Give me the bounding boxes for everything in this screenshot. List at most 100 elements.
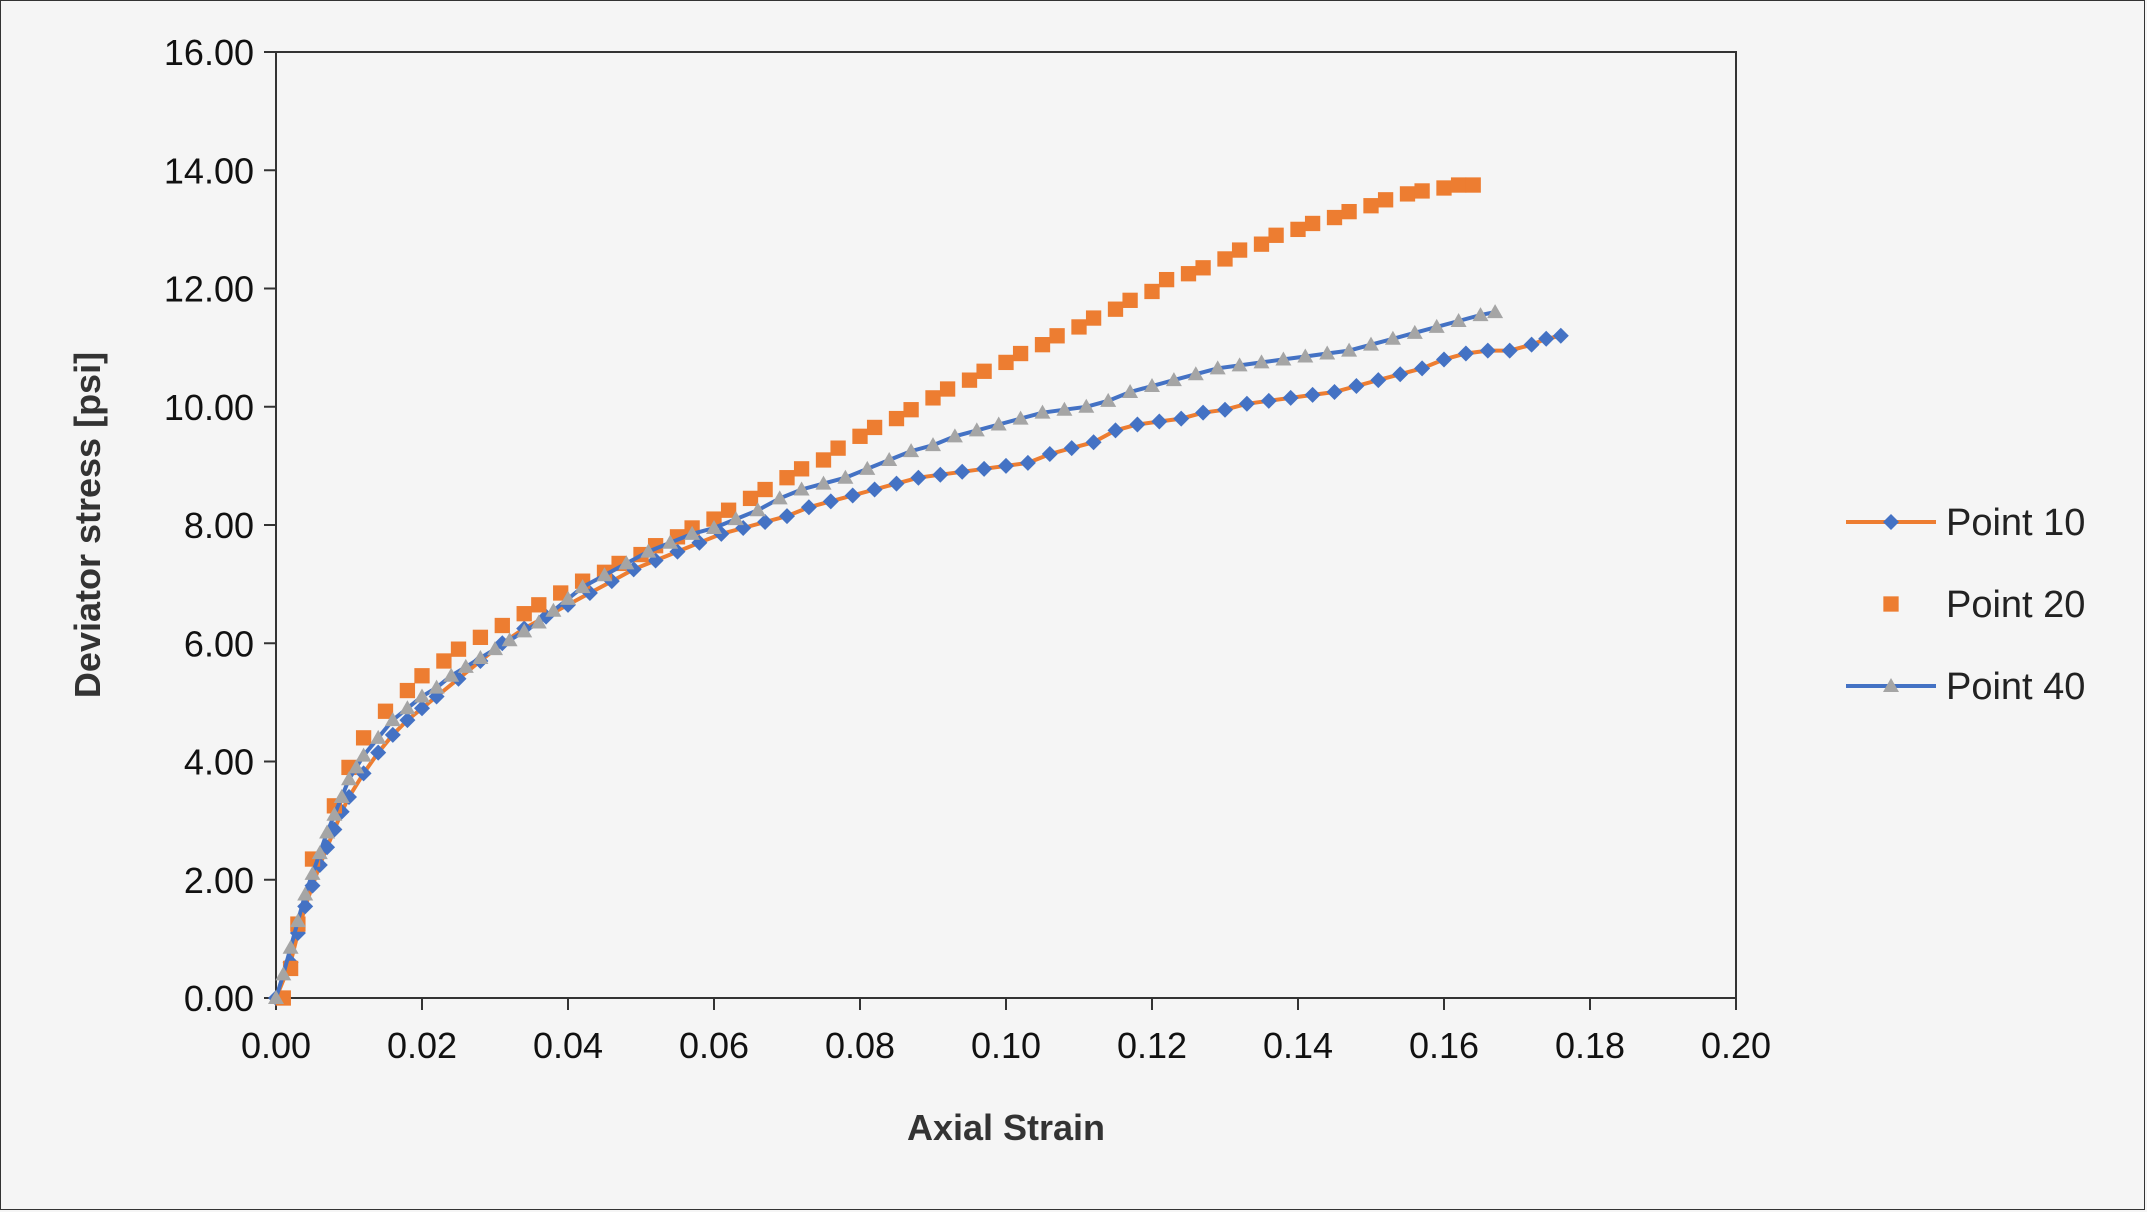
data-point xyxy=(903,443,920,458)
data-point xyxy=(326,806,343,821)
legend-item: Point 40 xyxy=(1846,666,2085,708)
data-point xyxy=(779,508,795,525)
data-point xyxy=(961,372,978,388)
data-point xyxy=(1487,304,1504,319)
legend-marker xyxy=(1883,596,1899,612)
data-point xyxy=(932,466,949,483)
data-point xyxy=(370,744,387,761)
data-point xyxy=(1282,389,1299,406)
data-point xyxy=(1122,292,1138,308)
data-point xyxy=(749,502,766,517)
y-tick-label: 14.00 xyxy=(164,150,254,191)
data-point xyxy=(1063,440,1080,457)
data-point xyxy=(530,614,547,629)
data-point xyxy=(1253,354,1270,369)
data-point xyxy=(706,511,722,527)
data-point xyxy=(1501,342,1518,359)
data-point xyxy=(727,511,744,526)
data-point xyxy=(1414,183,1430,199)
data-point xyxy=(1034,404,1051,419)
data-point xyxy=(793,481,810,496)
data-point xyxy=(516,606,532,622)
data-point xyxy=(1552,327,1569,344)
data-point xyxy=(800,499,817,516)
data-point xyxy=(384,712,401,727)
data-point xyxy=(304,865,321,880)
data-point xyxy=(662,534,679,549)
data-point xyxy=(1290,221,1306,238)
data-point xyxy=(1173,410,1190,427)
data-point xyxy=(1341,203,1357,220)
data-point xyxy=(706,519,722,534)
data-point xyxy=(837,469,854,484)
data-point xyxy=(910,469,927,486)
data-point xyxy=(1479,342,1496,359)
data-point xyxy=(954,463,971,480)
data-point xyxy=(436,653,452,669)
data-point xyxy=(289,913,306,928)
data-point xyxy=(1436,351,1452,368)
data-point xyxy=(976,460,993,477)
y-tick-label: 12.00 xyxy=(164,269,254,310)
plot-area xyxy=(275,51,1737,999)
data-point xyxy=(1297,348,1314,363)
y-axis-ticks: 0.00 2.00 4.00 6.00 8.00 10.00 12.00 14.00 16.00 xyxy=(164,32,276,1019)
data-point xyxy=(866,419,883,436)
data-point xyxy=(1384,330,1401,345)
data-point xyxy=(487,641,503,656)
data-point xyxy=(815,452,832,468)
data-point xyxy=(779,470,795,486)
data-point xyxy=(1144,283,1160,300)
data-point xyxy=(1260,392,1277,409)
data-point xyxy=(844,487,861,504)
data-point xyxy=(1326,383,1343,400)
data-point xyxy=(925,390,941,406)
data-point xyxy=(450,641,467,657)
x-tick-label: 0.20 xyxy=(1701,1025,1771,1066)
data-point xyxy=(377,703,394,719)
series-point-40 xyxy=(268,304,1504,1004)
data-point xyxy=(1129,416,1146,433)
y-tick-label: 6.00 xyxy=(184,623,254,664)
y-tick-label: 2.00 xyxy=(184,860,254,901)
data-point xyxy=(815,475,832,490)
x-tick-label: 0.10 xyxy=(971,1025,1041,1066)
data-point xyxy=(1158,271,1175,288)
data-point xyxy=(472,650,489,665)
data-point xyxy=(355,747,372,762)
data-point xyxy=(399,700,416,715)
data-point xyxy=(1326,209,1343,226)
data-point xyxy=(1209,360,1226,375)
x-tick-label: 0.06 xyxy=(679,1025,749,1066)
data-point xyxy=(618,555,635,570)
data-point xyxy=(1085,434,1102,451)
data-point xyxy=(1363,336,1379,351)
data-point xyxy=(1217,251,1233,267)
data-point xyxy=(757,481,773,498)
data-point xyxy=(443,667,460,682)
data-point xyxy=(822,493,839,510)
data-point xyxy=(1165,372,1182,387)
data-point xyxy=(472,629,489,645)
data-point xyxy=(1195,260,1211,276)
data-point xyxy=(866,481,883,498)
data-point xyxy=(531,597,547,613)
data-point xyxy=(297,886,314,901)
data-point xyxy=(925,437,941,452)
data-point xyxy=(1457,345,1474,362)
data-point xyxy=(1012,345,1029,362)
x-tick-label: 0.02 xyxy=(387,1025,457,1066)
data-point xyxy=(888,475,905,492)
data-point xyxy=(1195,404,1212,421)
data-point xyxy=(560,590,576,605)
x-axis-title: Axial Strain xyxy=(907,1107,1105,1148)
data-point xyxy=(414,688,430,703)
data-point xyxy=(1392,366,1409,383)
data-point xyxy=(1275,351,1292,366)
data-point xyxy=(903,402,919,418)
legend-label: Point 10 xyxy=(1946,502,2085,544)
data-point xyxy=(998,354,1014,371)
data-point xyxy=(640,543,657,558)
data-point xyxy=(881,451,898,466)
data-point xyxy=(384,726,401,743)
